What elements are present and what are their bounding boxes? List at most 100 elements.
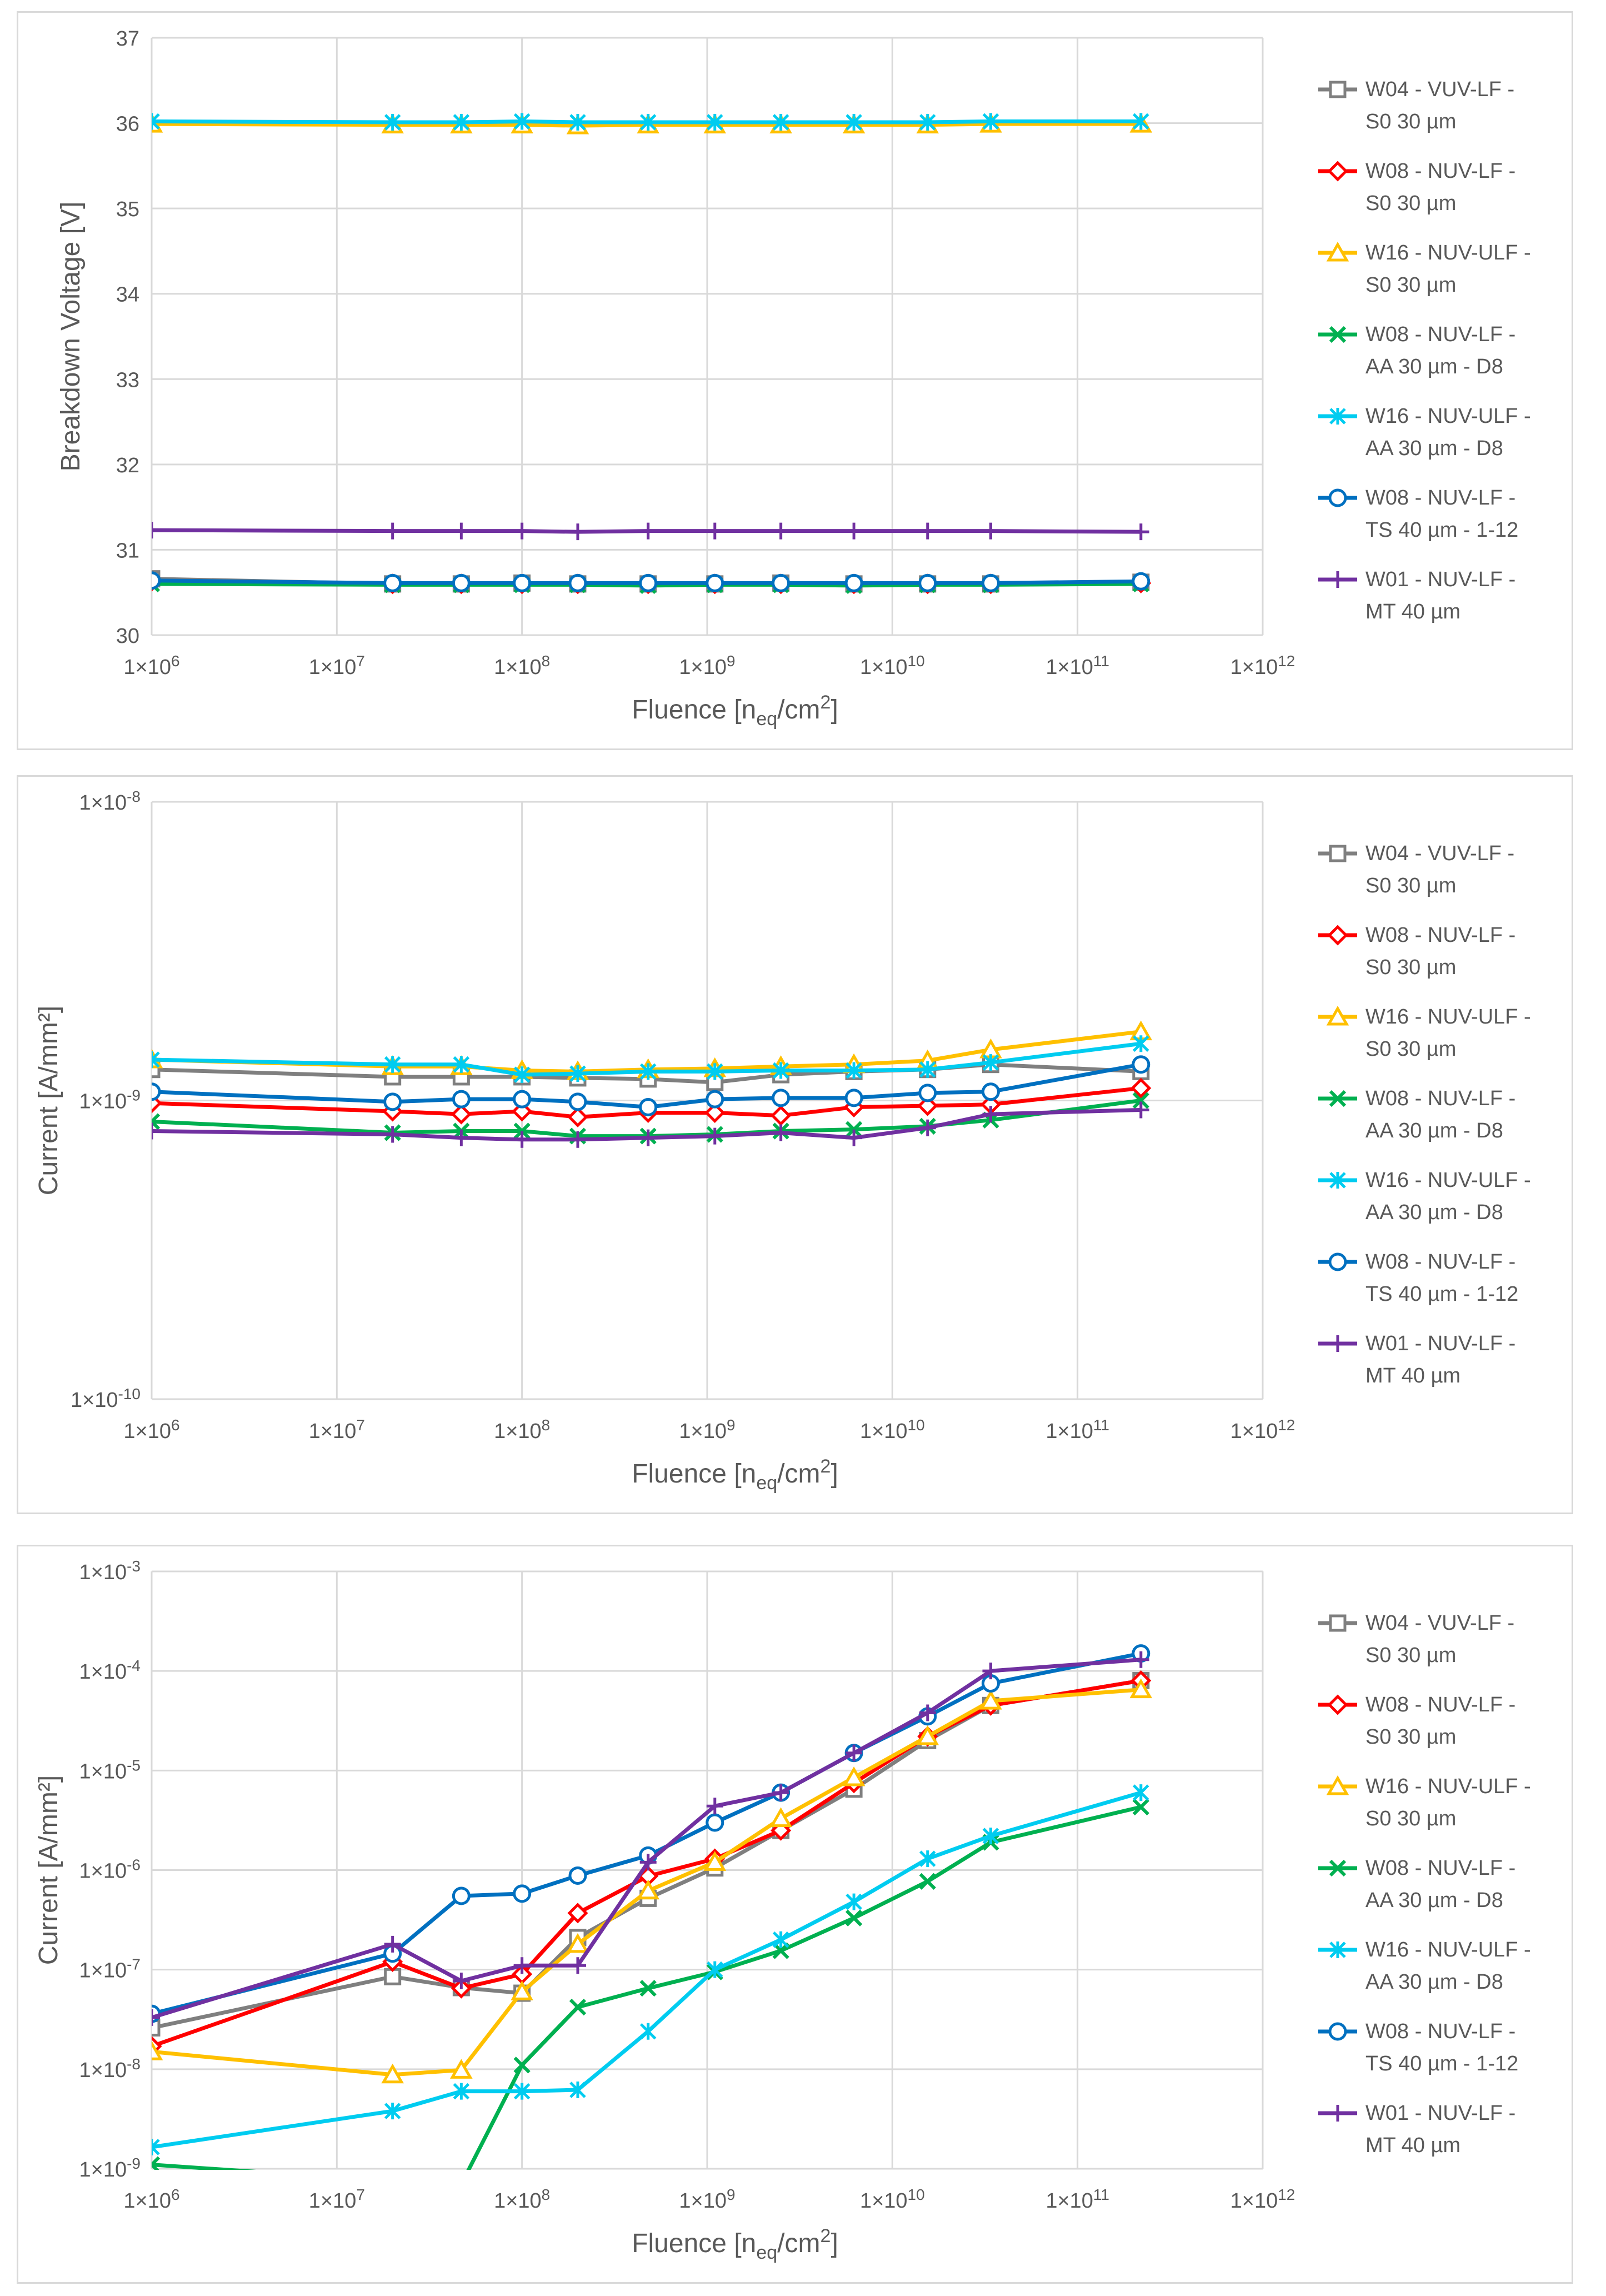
data-point — [639, 522, 657, 540]
data-point — [918, 573, 937, 592]
legend-marker — [1329, 845, 1347, 862]
legend-item: W04 - VUV-LF - S0 30 µm — [1318, 78, 1514, 133]
x-tick-label: 1×1010 — [860, 1416, 925, 1443]
data-point — [152, 113, 160, 130]
legend-item: W16 - NUV-ULF - S0 30 µm — [1318, 241, 1531, 297]
data-point — [452, 1090, 471, 1109]
data-point — [772, 114, 789, 131]
series-line — [152, 1107, 1141, 1142]
data-point — [384, 1935, 401, 1953]
data-point — [844, 1089, 863, 1107]
series-7 — [152, 522, 1149, 541]
data-point — [639, 1980, 657, 1997]
legend-marker — [1328, 1252, 1347, 1271]
legend-label-line1: W16 - NUV-ULF - — [1365, 405, 1531, 428]
data-point — [916, 1725, 939, 1745]
x-axis-title: Fluence [neq/cm2] — [632, 2225, 838, 2263]
data-point — [513, 113, 531, 130]
series-line — [152, 1688, 1142, 2077]
data-point — [383, 573, 402, 592]
data-point — [513, 1884, 532, 1903]
data-point — [982, 522, 999, 540]
data-point — [1133, 1784, 1149, 1801]
legend-label-line1: W01 - NUV-LF - — [1365, 2102, 1515, 2125]
legend-label-line2: MT 40 µm — [1365, 2134, 1460, 2157]
legend-item: W08 - NUV-LF - AA 30 µm - D8 — [1318, 323, 1515, 378]
legend-marker — [1329, 571, 1346, 588]
data-point — [917, 1095, 938, 1116]
series-line — [152, 528, 1141, 534]
x-tick-label: 1×1011 — [1045, 652, 1109, 679]
legend-label-line2: MT 40 µm — [1365, 600, 1460, 623]
chart-panel-current-low: 1×106 1×107 1×108 1×109 1×1010 1×1011 1×1012 1×… — [17, 775, 1573, 1514]
data-point — [706, 1813, 724, 1832]
legend-item: W04 - VUV-LF - S0 30 µm — [1318, 1611, 1514, 1667]
data-point — [450, 2059, 473, 2079]
data-point — [982, 1663, 999, 1680]
data-point — [918, 1084, 937, 1102]
data-point — [845, 1129, 863, 1146]
series-6 — [152, 1055, 1150, 1116]
data-point — [982, 1828, 999, 1845]
x-axis-title: Fluence [neq/cm2] — [632, 1456, 838, 1494]
data-point — [772, 522, 789, 540]
legend-item: W08 - NUV-LF - S0 30 µm — [1318, 924, 1515, 979]
data-point — [152, 2139, 160, 2156]
legend-label-line2: S0 30 µm — [1365, 874, 1456, 897]
legend-marker — [1329, 1090, 1347, 1107]
data-point — [569, 523, 587, 541]
y-tick-label: 34 — [116, 283, 139, 307]
x-tick-label: 1×1012 — [1230, 1416, 1295, 1443]
plot-area — [152, 1644, 1153, 2170]
legend-label-line2: AA 30 µm - D8 — [1365, 355, 1503, 378]
data-point — [567, 1903, 588, 1924]
series-line — [152, 1651, 1142, 2016]
x-tick-label: 1×106 — [123, 2186, 179, 2213]
legend-marker — [1326, 241, 1349, 262]
data-point — [569, 2082, 586, 2099]
legend: W04 - VUV-LF - S0 30 µm W08 - NUV-LF - S0 3… — [1318, 842, 1531, 1387]
data-point — [706, 1798, 723, 1815]
legend-label-line2: TS 40 µm - 1-12 — [1365, 1282, 1518, 1306]
legend-marker — [1329, 81, 1347, 98]
legend-label-line1: W08 - NUV-LF - — [1365, 1087, 1515, 1110]
series-7 — [152, 1651, 1149, 2026]
y-tick-label: 1×10-9 — [79, 1087, 141, 1114]
data-point — [845, 1062, 862, 1079]
legend-label-line1: W16 - NUV-ULF - — [1365, 1169, 1531, 1192]
data-point — [453, 2083, 470, 2100]
data-point — [1132, 1101, 1149, 1119]
x-tick-label: 1×1010 — [860, 2186, 925, 2213]
data-point — [772, 1784, 789, 1801]
data-point — [152, 1113, 161, 1130]
data-point — [1132, 523, 1149, 541]
data-point — [982, 1054, 999, 1071]
data-point — [706, 1127, 723, 1145]
data-point — [707, 1063, 723, 1080]
data-point — [568, 1092, 587, 1111]
legend-marker — [1328, 2022, 1347, 2041]
data-point — [513, 1122, 531, 1140]
legend-label-line2: S0 30 µm — [1365, 1725, 1456, 1749]
data-point — [637, 1879, 660, 1900]
y-tick-label: 33 — [116, 368, 139, 392]
series-5 — [152, 113, 1149, 131]
data-point — [772, 1931, 789, 1948]
x-tick-label: 1×106 — [123, 652, 179, 679]
data-point — [1132, 1651, 1149, 1668]
data-point — [513, 1066, 531, 1084]
plot-area — [152, 1020, 1153, 1148]
legend-label-line1: W08 - NUV-LF - — [1365, 323, 1515, 346]
data-point — [845, 114, 862, 131]
data-point — [453, 1973, 470, 1990]
data-point — [1132, 1092, 1149, 1109]
data-point — [152, 1122, 160, 1140]
legend-marker — [1329, 326, 1347, 343]
data-point — [707, 114, 723, 131]
x-tick-label: 1×107 — [309, 2186, 365, 2213]
data-point — [152, 1082, 161, 1101]
data-point — [453, 1056, 470, 1073]
data-point — [567, 1106, 588, 1127]
y-tick-label: 1×10-4 — [79, 1657, 141, 1684]
legend: W04 - VUV-LF - S0 30 µm W08 - NUV-LF - S0 3… — [1318, 78, 1531, 623]
